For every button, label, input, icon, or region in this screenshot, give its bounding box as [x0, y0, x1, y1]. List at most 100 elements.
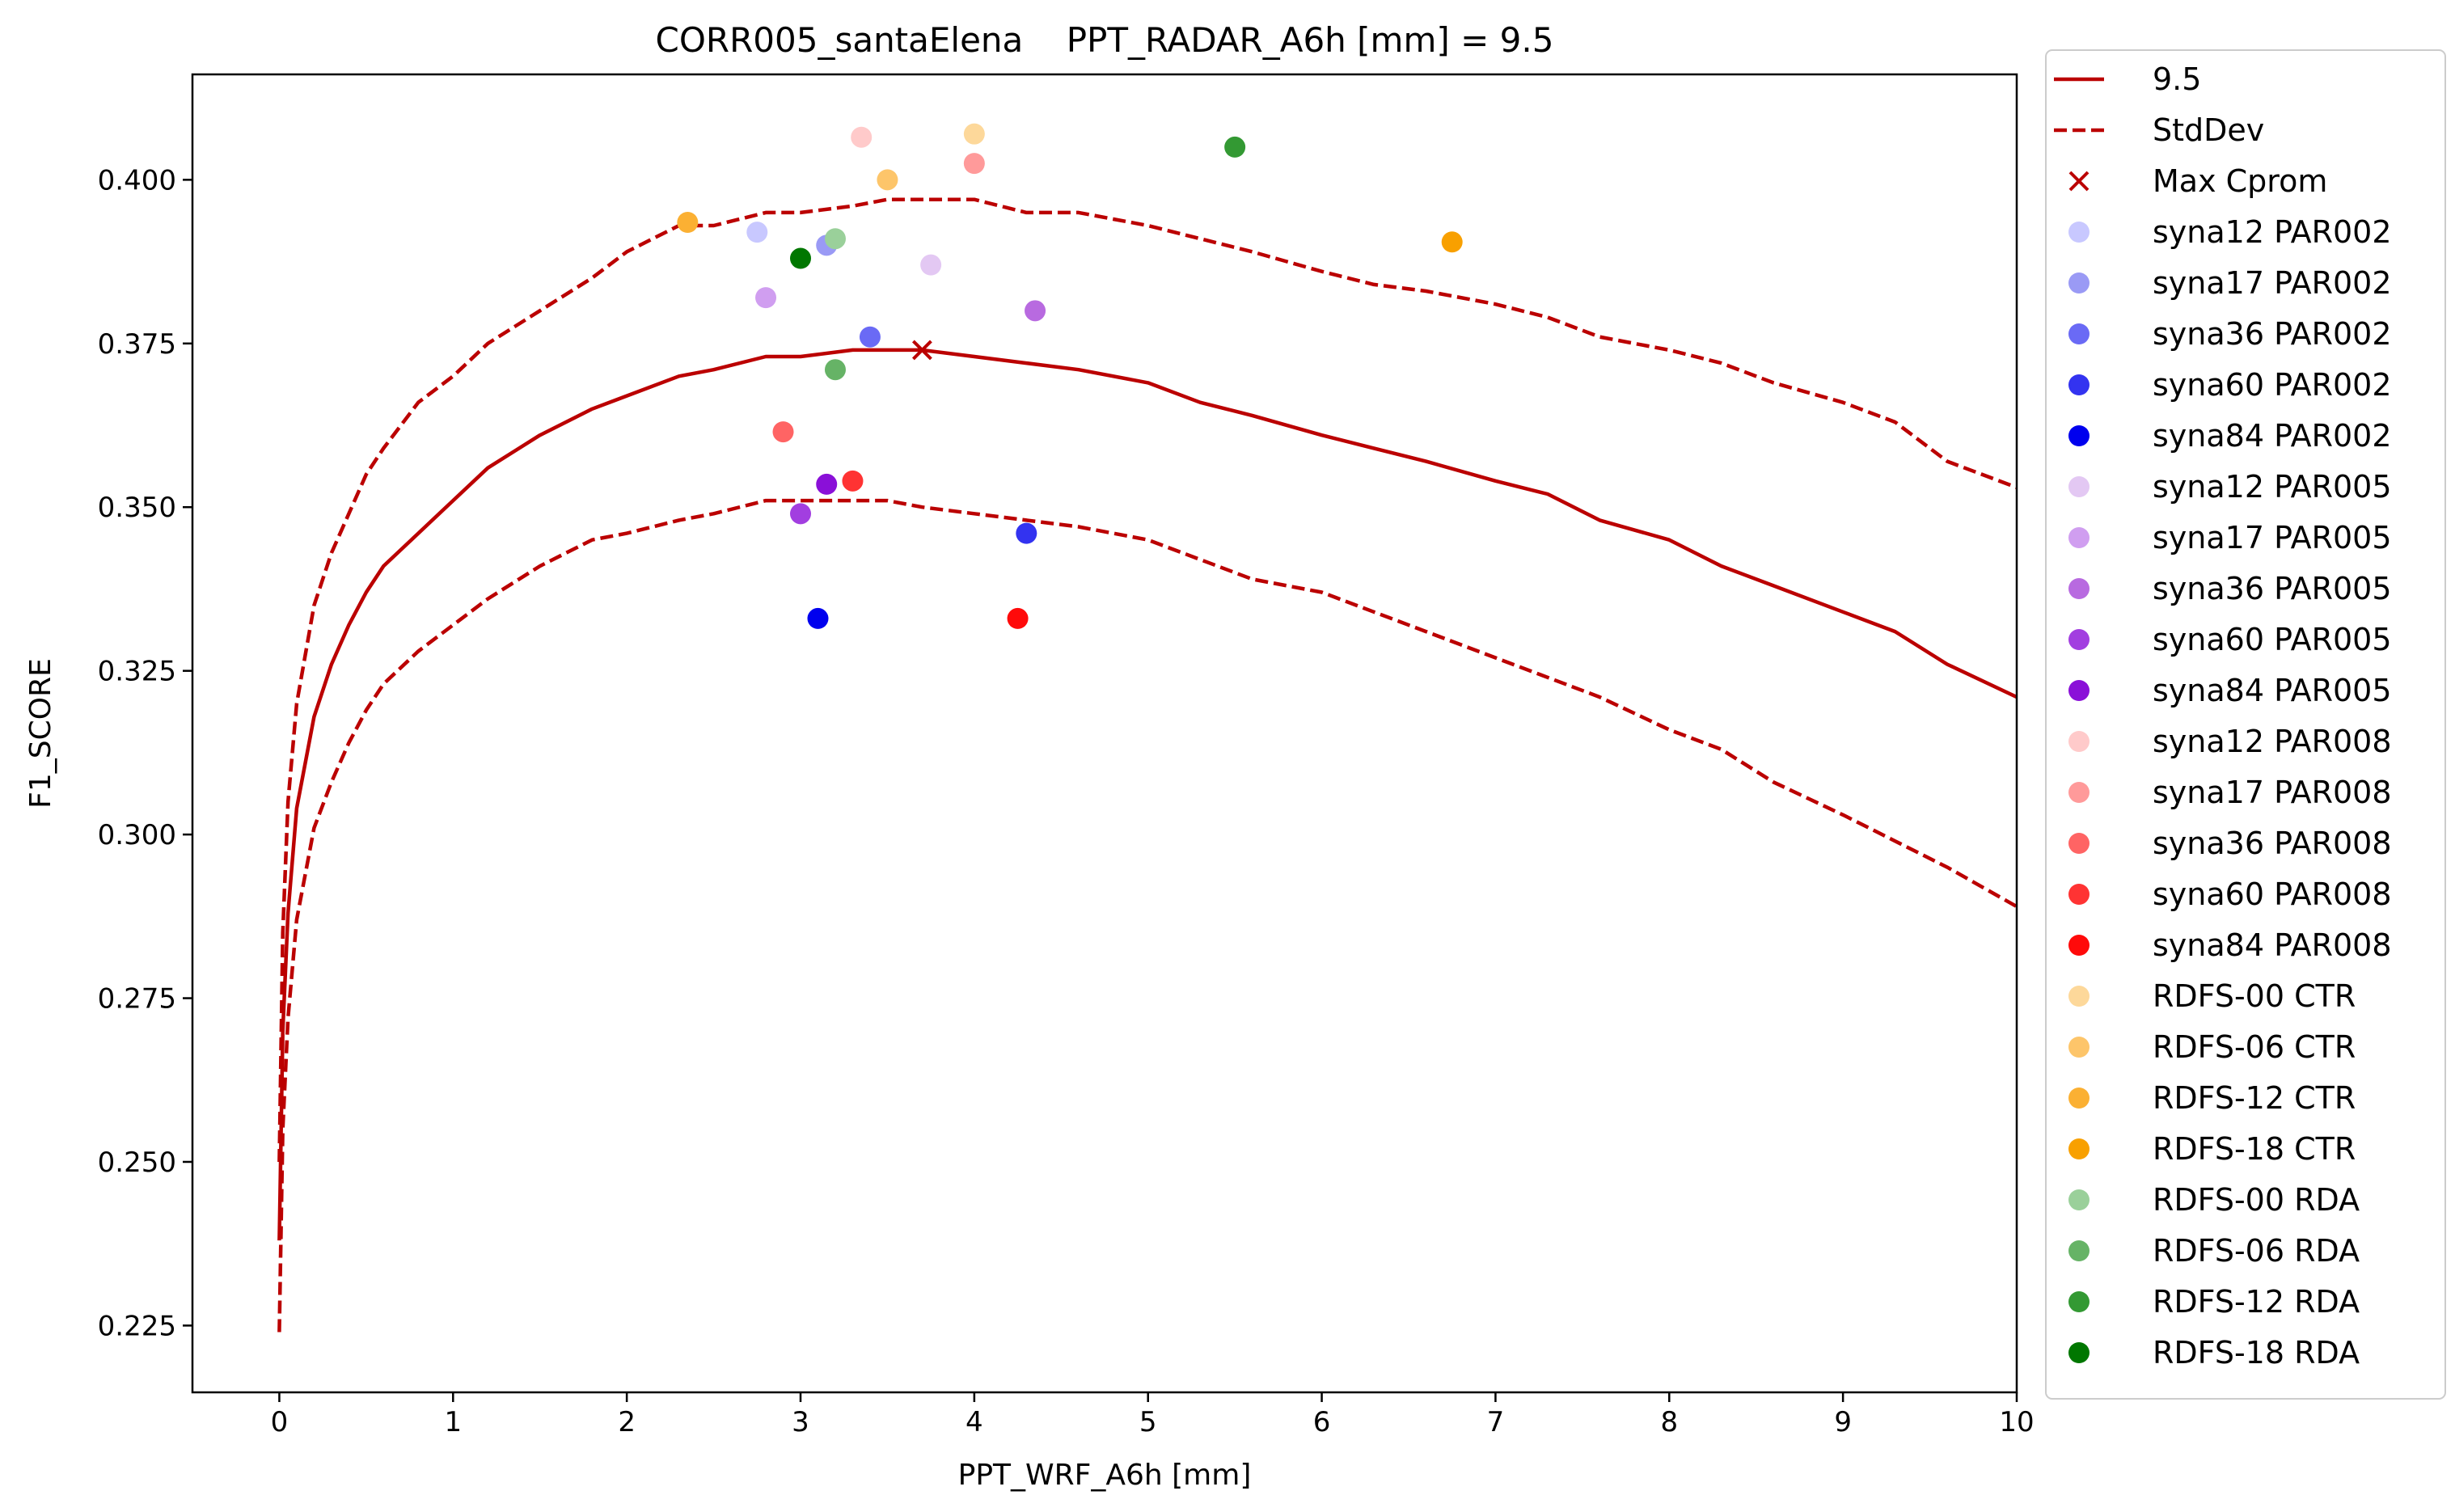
legend-item: syna17 PAR005 — [2068, 520, 2392, 555]
legend-dot — [2068, 680, 2089, 701]
legend-item: syna60 PAR005 — [2068, 622, 2392, 657]
legend-item: syna84 PAR005 — [2068, 673, 2392, 708]
point-rdfs-00-ctr — [963, 123, 985, 145]
legend-item: syna84 PAR008 — [2068, 927, 2392, 963]
legend-dot — [2068, 374, 2089, 395]
x-tick-label: 1 — [444, 1406, 462, 1438]
legend-label: syna60 PAR002 — [2153, 367, 2392, 403]
point-syna60-par005 — [790, 503, 811, 525]
y-tick-label: 0.375 — [98, 328, 176, 361]
legend-dot — [2068, 833, 2089, 854]
legend-label: syna17 PAR002 — [2153, 265, 2392, 301]
x-tick-label: 9 — [1834, 1406, 1852, 1438]
x-tick-label: 8 — [1660, 1406, 1678, 1438]
y-tick-label: 0.400 — [98, 164, 176, 196]
legend-label: syna17 PAR005 — [2153, 520, 2392, 555]
legend-dot — [2068, 222, 2089, 243]
point-syna84-par005 — [816, 473, 838, 495]
plot-area — [277, 123, 2017, 1333]
legend-dot — [2068, 1291, 2089, 1312]
y-tick-label: 0.350 — [98, 492, 176, 524]
point-rdfs-18-rda — [790, 247, 811, 269]
legend-label: syna17 PAR008 — [2153, 775, 2392, 810]
legend-item: RDFS-18 RDA — [2068, 1335, 2360, 1371]
point-syna36-par008 — [772, 421, 794, 443]
max-cprom-marker — [911, 340, 932, 361]
legend-item: RDFS-00 RDA — [2068, 1182, 2360, 1218]
legend-dot — [2068, 884, 2089, 905]
legend-dot — [2068, 1088, 2089, 1109]
point-syna12-par005 — [920, 254, 942, 276]
y-tick-label: 0.275 — [98, 983, 176, 1016]
legend-item: Max Cprom — [2068, 163, 2327, 199]
legend-item: RDFS-18 CTR — [2068, 1131, 2356, 1167]
legend-label: syna12 PAR008 — [2153, 724, 2392, 759]
stddev-upper-curve — [277, 197, 2017, 1163]
legend-item: StdDev — [2054, 112, 2264, 148]
legend-label: syna60 PAR005 — [2153, 622, 2392, 657]
legend-label: syna84 PAR005 — [2153, 673, 2392, 708]
legend-label: syna12 PAR002 — [2153, 214, 2392, 250]
point-rdfs-12-ctr — [677, 212, 699, 234]
point-syna60-par002 — [1016, 522, 1037, 544]
x-tick-label: 5 — [1139, 1406, 1157, 1438]
legend-dot — [2068, 476, 2089, 497]
point-rdfs-06-ctr — [877, 169, 898, 191]
legend-label: syna12 PAR005 — [2153, 469, 2392, 505]
legend-item: syna12 PAR005 — [2068, 469, 2392, 505]
legend-label: StdDev — [2153, 112, 2264, 148]
legend-dot — [2068, 731, 2089, 752]
y-axis: 0.225 0.250 0.275 0.300 0.325 0.350 0.375 0.400 — [98, 164, 192, 1342]
legend-label: RDFS-06 CTR — [2153, 1029, 2356, 1065]
legend-dot — [2068, 1189, 2089, 1210]
x-axis-label: PPT_WRF_A6h [mm] — [958, 1459, 1252, 1492]
legend-label: RDFS-12 RDA — [2153, 1284, 2360, 1320]
point-syna84-par002 — [807, 607, 829, 629]
legend-item: syna36 PAR008 — [2068, 826, 2392, 861]
legend-label: syna84 PAR008 — [2153, 927, 2392, 963]
chart-title: CORR005_santaElena PPT_RADAR_A6h [mm] = … — [656, 20, 1554, 60]
legend-item: syna60 PAR008 — [2068, 876, 2392, 912]
legend-dot — [2068, 629, 2089, 650]
point-rdfs-18-ctr — [1441, 231, 1463, 253]
point-syna36-par005 — [1025, 300, 1046, 322]
point-rdfs-00-rda — [824, 228, 846, 250]
legend-dot — [2068, 272, 2089, 294]
legend-item: RDFS-06 RDA — [2068, 1233, 2360, 1269]
legend-cross-marker — [2068, 171, 2089, 192]
point-syna17-par008 — [963, 153, 985, 175]
point-syna12-par008 — [851, 126, 873, 148]
legend-dot — [2068, 527, 2089, 548]
stddev-lower-curve — [277, 498, 2017, 1333]
x-tick-label: 4 — [966, 1406, 983, 1438]
legend-dot — [2068, 1037, 2089, 1058]
y-tick-label: 0.325 — [98, 656, 176, 688]
point-rdfs-12-rda — [1224, 136, 1246, 158]
legend-dot — [2068, 986, 2089, 1007]
point-syna36-par002 — [859, 326, 881, 348]
mean-curve — [277, 348, 2017, 1241]
x-tick-label: 3 — [792, 1406, 809, 1438]
legend-item: syna12 PAR008 — [2068, 724, 2392, 759]
x-tick-label: 10 — [1999, 1406, 2034, 1438]
legend-dot — [2068, 1342, 2089, 1363]
legend-label: syna60 PAR008 — [2153, 876, 2392, 912]
plot-frame — [191, 73, 2018, 1394]
legend-item: syna36 PAR005 — [2068, 571, 2392, 606]
legend-label: syna36 PAR005 — [2153, 571, 2392, 606]
legend-dot — [2068, 1138, 2089, 1159]
legend-dot — [2068, 578, 2089, 599]
point-syna60-par008 — [842, 470, 864, 492]
legend-item: syna12 PAR002 — [2068, 214, 2392, 250]
point-rdfs-06-rda — [824, 359, 846, 381]
legend-label: RDFS-00 RDA — [2153, 1182, 2360, 1218]
point-syna17-par005 — [755, 287, 777, 309]
x-axis: 0 1 2 3 4 5 6 7 8 9 10 — [271, 1392, 2035, 1438]
legend-item: syna36 PAR002 — [2068, 316, 2392, 352]
legend-label: syna36 PAR002 — [2153, 316, 2392, 352]
legend-item: syna17 PAR002 — [2068, 265, 2392, 301]
legend-label: RDFS-18 CTR — [2153, 1131, 2356, 1167]
legend-label: syna84 PAR002 — [2153, 418, 2392, 454]
y-tick-label: 0.300 — [98, 819, 176, 851]
